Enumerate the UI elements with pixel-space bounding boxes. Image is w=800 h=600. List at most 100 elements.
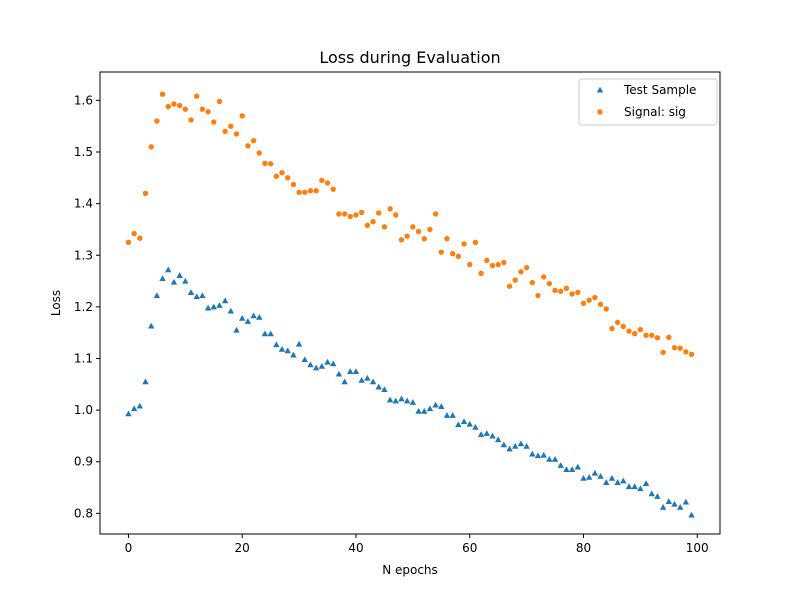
data-point-test-sample <box>421 407 428 414</box>
data-point-signal-sig <box>478 270 484 277</box>
data-point-signal-sig <box>671 344 678 351</box>
data-point-test-sample <box>500 441 508 448</box>
data-point-signal-sig <box>540 274 547 280</box>
data-point-test-sample <box>358 376 365 383</box>
data-point-signal-sig <box>256 150 262 156</box>
data-point-signal-sig <box>472 239 479 246</box>
data-point-signal-sig <box>449 251 456 257</box>
data-point-signal-sig <box>171 101 177 107</box>
data-point-signal-sig <box>148 144 154 150</box>
data-point-test-sample <box>204 304 212 311</box>
data-point-test-sample <box>369 378 377 385</box>
data-point-signal-sig <box>393 212 399 218</box>
data-point-signal-sig <box>319 177 325 184</box>
data-point-test-sample <box>489 432 496 439</box>
data-point-signal-sig <box>438 249 444 255</box>
data-point-signal-sig <box>535 292 541 299</box>
data-point-signal-sig <box>512 277 518 283</box>
data-point-test-sample <box>637 485 644 492</box>
data-point-signal-sig <box>603 306 609 312</box>
data-point-signal-sig <box>307 188 314 194</box>
data-point-test-sample <box>614 479 621 485</box>
data-point-signal-sig <box>495 261 501 268</box>
data-point-signal-sig <box>609 325 615 332</box>
data-point-signal-sig <box>137 235 143 241</box>
data-point-signal-sig <box>626 328 632 334</box>
data-point-signal-sig <box>376 210 382 216</box>
data-point-signal-sig <box>199 106 206 112</box>
data-point-test-sample <box>659 503 667 510</box>
data-point-test-sample <box>512 443 519 449</box>
data-point-signal-sig <box>688 351 695 358</box>
data-point-test-sample <box>386 396 394 403</box>
data-point-test-sample <box>546 455 553 462</box>
data-point-signal-sig <box>683 349 689 355</box>
data-point-signal-sig <box>279 169 285 176</box>
data-point-test-sample <box>654 493 661 499</box>
data-point-test-sample <box>381 386 388 393</box>
data-point-test-sample <box>125 410 132 417</box>
data-point-test-sample <box>676 503 684 510</box>
data-point-signal-sig <box>597 301 604 307</box>
data-point-signal-sig <box>421 236 427 242</box>
legend-box <box>578 78 718 126</box>
data-point-test-sample <box>460 418 468 425</box>
data-point-test-sample <box>449 412 456 418</box>
data-point-test-sample <box>483 430 490 436</box>
data-point-signal-sig <box>660 349 666 355</box>
data-point-signal-sig <box>558 288 564 295</box>
data-point-signal-sig <box>631 331 638 337</box>
data-point-signal-sig <box>267 161 274 167</box>
data-point-signal-sig <box>228 123 234 129</box>
data-point-signal-sig <box>592 294 598 301</box>
data-point-signal-sig <box>211 119 217 125</box>
data-point-test-sample <box>341 378 348 385</box>
data-point-signal-sig <box>489 262 496 269</box>
data-point-test-sample <box>438 403 445 410</box>
data-point-test-sample <box>318 363 326 369</box>
data-point-signal-sig <box>467 261 473 268</box>
data-point-signal-sig <box>637 326 644 333</box>
data-point-test-sample <box>187 289 195 295</box>
data-point-test-sample <box>335 370 343 377</box>
data-point-signal-sig <box>569 291 575 297</box>
data-point-signal-sig <box>358 209 365 216</box>
y-axis-label: Loss <box>49 290 63 316</box>
y-tick-label: 1.0 <box>74 403 93 417</box>
data-point-signal-sig <box>188 117 194 123</box>
data-point-test-sample <box>165 266 172 273</box>
data-point-test-sample <box>648 490 655 497</box>
data-point-test-sample <box>256 313 263 320</box>
data-point-test-sample <box>597 472 604 479</box>
data-point-signal-sig <box>205 109 211 115</box>
data-point-signal-sig <box>233 131 240 137</box>
data-point-test-sample <box>665 498 673 505</box>
y-tick-label: 1.3 <box>74 248 93 262</box>
x-axis-label: N epochs <box>382 563 438 577</box>
data-point-test-sample <box>278 346 286 352</box>
data-point-signal-sig <box>302 189 308 195</box>
data-point-test-sample <box>642 480 650 486</box>
data-point-signal-sig <box>518 269 524 275</box>
x-axis: 0 20 40 60 80 100 <box>125 534 709 555</box>
data-point-signal-sig <box>387 206 393 212</box>
data-point-signal-sig <box>290 181 297 188</box>
data-point-test-sample <box>472 423 479 430</box>
data-point-test-sample <box>244 318 252 324</box>
data-point-signal-sig <box>620 323 627 330</box>
y-tick-label: 1.5 <box>74 145 93 159</box>
data-point-test-sample <box>540 451 547 458</box>
data-point-signal-sig <box>364 222 371 229</box>
data-point-test-sample <box>409 399 417 405</box>
data-point-test-sample <box>585 474 593 480</box>
y-tick-label: 0.8 <box>74 506 93 520</box>
x-tick-label: 80 <box>576 541 591 555</box>
data-point-signal-sig <box>654 335 661 341</box>
data-point-test-sample <box>273 341 280 348</box>
data-point-signal-sig <box>341 211 348 217</box>
series-test-sample <box>125 266 695 518</box>
data-point-test-sample <box>352 368 360 374</box>
data-point-test-sample <box>312 364 320 371</box>
data-point-signal-sig <box>501 259 507 266</box>
